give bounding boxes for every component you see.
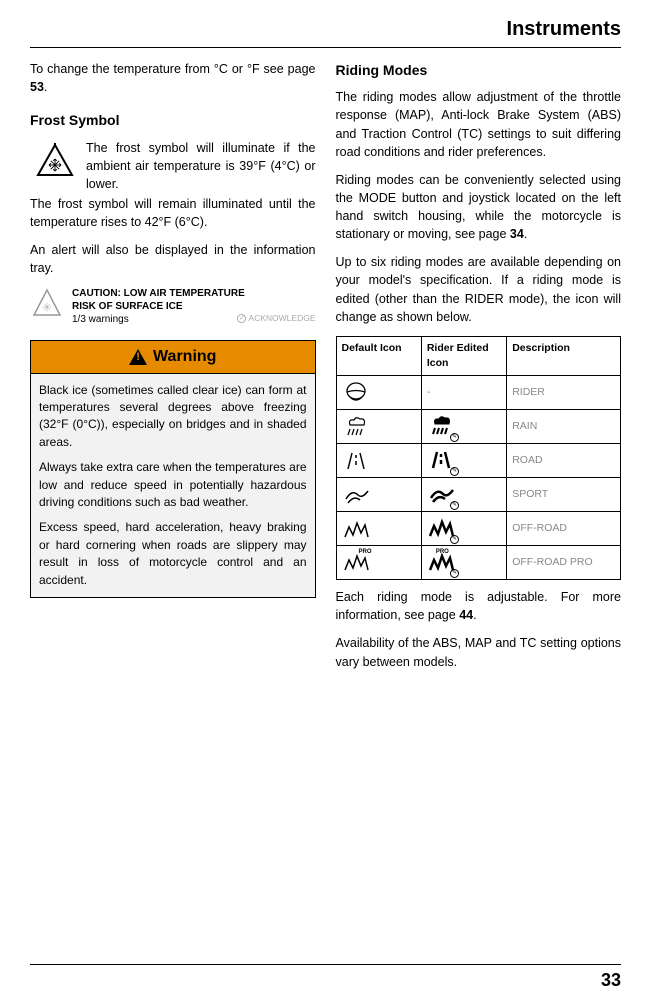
page-ref: 34 (510, 227, 524, 241)
table-row: - RIDER (336, 376, 621, 410)
table-row: ✎ SPORT (336, 478, 621, 512)
th-default-icon: Default Icon (336, 336, 421, 375)
text: To change the temperature from °C or °F … (30, 62, 316, 76)
pro-label: PRO (436, 548, 449, 557)
rider-icon (342, 381, 370, 405)
caution-frost-icon (30, 287, 64, 321)
pro-label: PRO (358, 548, 371, 557)
page-ref: 44 (459, 608, 473, 622)
content-columns: To change the temperature from °C or °F … (30, 60, 621, 681)
cell-description: SPORT (507, 478, 621, 512)
sport-icon (342, 483, 370, 507)
warning-p1: Black ice (sometimes called clear ice) c… (39, 382, 307, 452)
table-row: ✎ RAIN (336, 410, 621, 444)
acknowledge-label: ✓ ACKNOWLEDGE (237, 313, 315, 324)
text: Riding modes can be conveniently selecte… (336, 173, 622, 241)
cell-description: ROAD (507, 444, 621, 478)
warning-triangle-icon (129, 349, 147, 365)
cell-edited-icon: ✎ (421, 478, 506, 512)
cell-default-icon (336, 512, 421, 546)
th-edited-icon: Rider Edited Icon (421, 336, 506, 375)
cell-description: RAIN (507, 410, 621, 444)
edit-badge-icon: ✎ (450, 535, 459, 544)
warning-p3: Excess speed, hard acceleration, heavy b… (39, 519, 307, 589)
text: . (473, 608, 476, 622)
warning-header: Warning (31, 341, 315, 373)
text: Each riding mode is adjustable. For more… (336, 590, 622, 622)
edit-badge-icon: ✎ (450, 433, 459, 442)
page-ref: 53 (30, 80, 44, 94)
check-icon: ✓ (237, 314, 246, 323)
left-column: To change the temperature from °C or °F … (30, 60, 316, 681)
cell-edited-icon: - (421, 376, 506, 410)
road-icon (342, 449, 370, 473)
warning-p2: Always take extra care when the temperat… (39, 459, 307, 511)
edit-badge-icon: ✎ (450, 501, 459, 510)
frost-para-3: An alert will also be displayed in the i… (30, 241, 316, 277)
offroad-icon (342, 517, 370, 541)
table-row: ✎ OFF-ROAD (336, 512, 621, 546)
riding-modes-p3: Up to six riding modes are available dep… (336, 253, 622, 326)
caution-text: CAUTION: LOW AIR TEMPERATURE RISK OF SUR… (72, 287, 316, 326)
riding-modes-p1: The riding modes allow adjustment of the… (336, 88, 622, 161)
riding-modes-table: Default Icon Rider Edited Icon Descripti… (336, 336, 622, 580)
riding-modes-p4: Each riding mode is adjustable. For more… (336, 588, 622, 624)
text: . (44, 80, 47, 94)
frost-icon (30, 143, 80, 193)
frost-para-2: The frost symbol will remain illuminated… (30, 195, 316, 231)
page-header-title: Instruments (30, 18, 621, 41)
riding-modes-p2: Riding modes can be conveniently selecte… (336, 171, 622, 244)
cell-default-icon (336, 444, 421, 478)
warning-body: Black ice (sometimes called clear ice) c… (31, 374, 315, 597)
caution-alert-box: CAUTION: LOW AIR TEMPERATURE RISK OF SUR… (30, 287, 316, 326)
cell-default-icon (336, 410, 421, 444)
cell-default-icon (336, 376, 421, 410)
th-description: Description (507, 336, 621, 375)
warning-block: Warning Black ice (sometimes called clea… (30, 340, 316, 597)
cell-description: OFF-ROAD (507, 512, 621, 546)
cell-default-icon (336, 478, 421, 512)
warning-label: Warning (153, 345, 216, 368)
riding-modes-heading: Riding Modes (336, 60, 622, 80)
cell-description: RIDER (507, 376, 621, 410)
rain-icon (342, 415, 370, 439)
cell-edited-icon: ✎ (421, 410, 506, 444)
riding-modes-p5: Availability of the ABS, MAP and TC sett… (336, 634, 622, 670)
page-number: 33 (601, 970, 621, 991)
table-row: ✎ ROAD (336, 444, 621, 478)
frost-symbol-heading: Frost Symbol (30, 110, 316, 130)
frost-symbol-row: The frost symbol will illuminate if the … (30, 139, 316, 193)
ack-text: ACKNOWLEDGE (248, 313, 315, 324)
right-column: Riding Modes The riding modes allow adju… (336, 60, 622, 681)
edit-badge-icon: ✎ (450, 569, 459, 578)
caution-line-3: 1/3 warnings (72, 314, 129, 325)
caution-line-1: CAUTION: LOW AIR TEMPERATURE (72, 287, 316, 300)
footer-rule (30, 964, 621, 965)
cell-edited-icon: PRO ✎ (421, 546, 506, 580)
cell-default-icon: PRO (336, 546, 421, 580)
frost-para-1: The frost symbol will illuminate if the … (86, 139, 316, 193)
cell-edited-icon: ✎ (421, 512, 506, 546)
text: . (524, 227, 527, 241)
cell-description: OFF-ROAD PRO (507, 546, 621, 580)
table-row: PRO PRO ✎ OFF-ROAD PRO (336, 546, 621, 580)
cell-edited-icon: ✎ (421, 444, 506, 478)
header-rule (30, 47, 621, 48)
temp-change-paragraph: To change the temperature from °C or °F … (30, 60, 316, 96)
caution-line-2: RISK OF SURFACE ICE (72, 300, 316, 313)
edit-badge-icon: ✎ (450, 467, 459, 476)
table-header-row: Default Icon Rider Edited Icon Descripti… (336, 336, 621, 375)
